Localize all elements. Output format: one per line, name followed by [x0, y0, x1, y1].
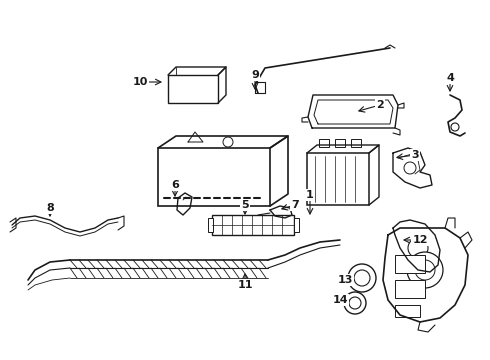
Text: 3: 3: [411, 150, 419, 160]
Bar: [168, 75, 218, 103]
Circle shape: [344, 292, 366, 314]
Text: 6: 6: [171, 180, 179, 190]
Bar: [395, 255, 425, 273]
Circle shape: [404, 162, 416, 174]
Bar: [307, 153, 369, 205]
Bar: [208, 218, 213, 232]
Bar: [335, 139, 345, 147]
Text: 13: 13: [337, 275, 353, 285]
Text: 1: 1: [306, 190, 314, 200]
Text: 5: 5: [241, 200, 249, 210]
Circle shape: [349, 297, 361, 309]
Circle shape: [408, 238, 428, 258]
Text: 2: 2: [376, 100, 384, 110]
Bar: [395, 305, 420, 317]
Text: 12: 12: [412, 235, 428, 245]
Bar: [158, 148, 270, 206]
Circle shape: [415, 260, 435, 280]
Bar: [294, 218, 299, 232]
Circle shape: [354, 270, 370, 286]
Circle shape: [451, 123, 459, 131]
Circle shape: [407, 252, 443, 288]
Text: 8: 8: [46, 203, 54, 213]
Text: 14: 14: [332, 295, 348, 305]
Circle shape: [223, 137, 233, 147]
Bar: [212, 215, 294, 235]
Bar: [395, 280, 425, 298]
Bar: [351, 139, 361, 147]
Circle shape: [348, 264, 376, 292]
Text: 7: 7: [291, 200, 299, 210]
Text: 11: 11: [237, 280, 253, 290]
Bar: [319, 139, 329, 147]
Text: 10: 10: [132, 77, 147, 87]
Text: 4: 4: [446, 73, 454, 83]
Text: 9: 9: [251, 70, 259, 80]
